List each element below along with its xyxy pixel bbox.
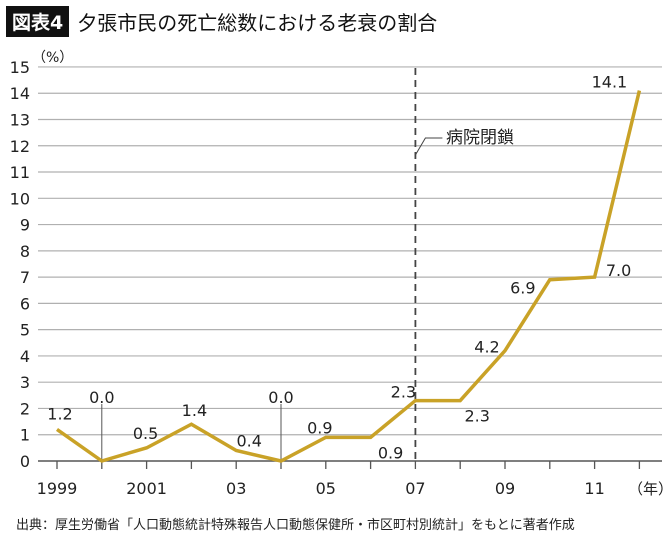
data-label: 0.0 bbox=[268, 388, 293, 407]
y-tick-label: 6 bbox=[20, 294, 30, 313]
x-tick-label: 09 bbox=[495, 479, 515, 498]
x-tick-label: 07 bbox=[405, 479, 425, 498]
y-tick-label: 12 bbox=[10, 137, 30, 156]
data-label: 2.3 bbox=[391, 383, 416, 402]
y-tick-label: 1 bbox=[20, 426, 30, 445]
y-axis-unit: （%） bbox=[32, 50, 73, 66]
x-tick-label: 03 bbox=[226, 479, 246, 498]
y-tick-label: 10 bbox=[10, 189, 30, 208]
x-tick-label: 1999 bbox=[37, 479, 78, 498]
y-tick-label: 2 bbox=[20, 399, 30, 418]
data-label: 1.4 bbox=[182, 401, 207, 420]
data-label: 7.0 bbox=[606, 261, 631, 280]
y-tick-label: 4 bbox=[20, 347, 30, 366]
x-tick-label: 05 bbox=[316, 479, 336, 498]
y-tick-label: 13 bbox=[10, 110, 30, 129]
y-tick-label: 3 bbox=[20, 373, 30, 392]
y-tick-label: 8 bbox=[20, 242, 30, 261]
y-tick-label: 14 bbox=[10, 84, 30, 103]
chart-title: 夕張市民の死亡総数における老衰の割合 bbox=[77, 11, 438, 35]
data-label: 14.1 bbox=[592, 73, 628, 92]
figure-badge: 図表4 bbox=[6, 6, 70, 37]
y-tick-label: 7 bbox=[20, 268, 30, 287]
y-tick-label: 9 bbox=[20, 216, 30, 235]
data-label: 0.9 bbox=[307, 418, 332, 437]
y-tick-label: 0 bbox=[20, 452, 30, 471]
x-tick-label: 11 bbox=[584, 479, 604, 498]
data-label: 1.2 bbox=[47, 404, 72, 423]
data-label: 0.5 bbox=[133, 424, 158, 443]
annotation-leader bbox=[414, 137, 443, 156]
title-row: 図表4 夕張市民の死亡総数における老衰の割合 bbox=[6, 6, 437, 37]
y-tick-label: 11 bbox=[10, 163, 30, 182]
data-label: 0.0 bbox=[89, 388, 114, 407]
annotation-label: 病院閉鎖 bbox=[446, 128, 514, 148]
x-axis-unit: （年） bbox=[628, 480, 670, 498]
data-label: 0.9 bbox=[378, 443, 403, 462]
data-label: 6.9 bbox=[510, 279, 535, 298]
source-note: 出典：厚生労働省「人口動態統計特殊報告人口動態保健所・市区町村別統計」をもとに著… bbox=[16, 518, 575, 533]
x-tick-label: 2001 bbox=[126, 479, 167, 498]
series-line bbox=[55, 90, 642, 463]
data-label: 0.4 bbox=[236, 431, 261, 450]
data-label: 4.2 bbox=[474, 338, 499, 357]
data-label: 2.3 bbox=[464, 407, 489, 426]
y-tick-label: 5 bbox=[20, 321, 30, 340]
y-tick-label: 15 bbox=[10, 58, 30, 77]
